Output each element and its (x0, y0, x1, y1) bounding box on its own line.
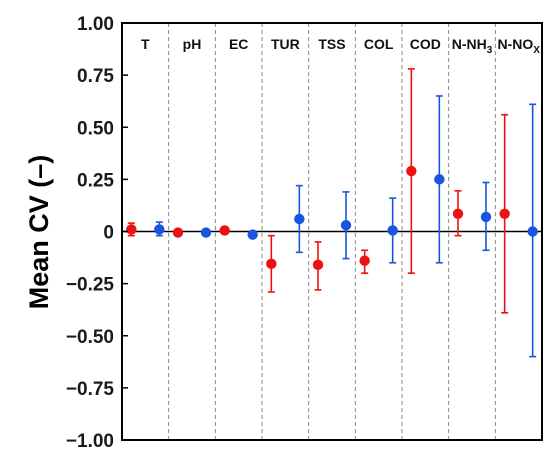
parameter-label: COL (364, 36, 394, 52)
y-tick-label: −0.25 (66, 275, 115, 296)
y-tick-label: −0.75 (66, 379, 115, 400)
y-axis-label: Mean CV (–) (24, 155, 54, 310)
red-mean-point (452, 208, 464, 219)
parameter-label: TSS (318, 36, 345, 52)
y-tick-label: −0.50 (66, 327, 114, 348)
red-mean-point (126, 224, 137, 235)
blue-mean-point (340, 220, 352, 231)
parameter-label: N-NH3 (452, 36, 493, 56)
blue-mean-point (387, 225, 398, 236)
y-tick-label: 1.00 (77, 14, 114, 35)
red-mean-point (172, 227, 184, 238)
y-axis-ticks: 1.00 0.75 0.50 0.25 0 −0.25 −0.50 −0.75 −1.00 (66, 14, 128, 452)
parameter-label: N-NOX (497, 36, 540, 56)
y-tick-label: 0.75 (77, 66, 114, 87)
red-mean-point (312, 259, 324, 271)
blue-mean-point (154, 224, 165, 235)
red-mean-point (406, 165, 417, 177)
y-tick-label: −1.00 (66, 431, 114, 452)
red-mean-point (219, 225, 230, 236)
y-tick-label: 0.50 (77, 118, 114, 139)
parameter-label: EC (229, 36, 248, 52)
parameter-label: COD (410, 36, 441, 52)
y-tick-label: 0 (103, 223, 114, 244)
blue-mean-point (527, 226, 538, 237)
y-tick-label: 0.25 (77, 170, 114, 191)
blue-mean-point (200, 227, 212, 238)
plot-frame (121, 22, 543, 441)
blue-mean-point (434, 174, 445, 185)
red-mean-point (266, 258, 277, 270)
red-mean-point (499, 208, 510, 219)
red-mean-point (359, 255, 370, 266)
error-bars (127, 68, 537, 358)
parameter-label: TUR (271, 36, 300, 52)
blue-mean-point (247, 229, 258, 240)
parameter-label: pH (183, 36, 202, 52)
data-points (126, 165, 538, 271)
blue-mean-point (480, 211, 492, 223)
blue-mean-point (294, 213, 305, 225)
parameter-label: T (141, 36, 150, 52)
